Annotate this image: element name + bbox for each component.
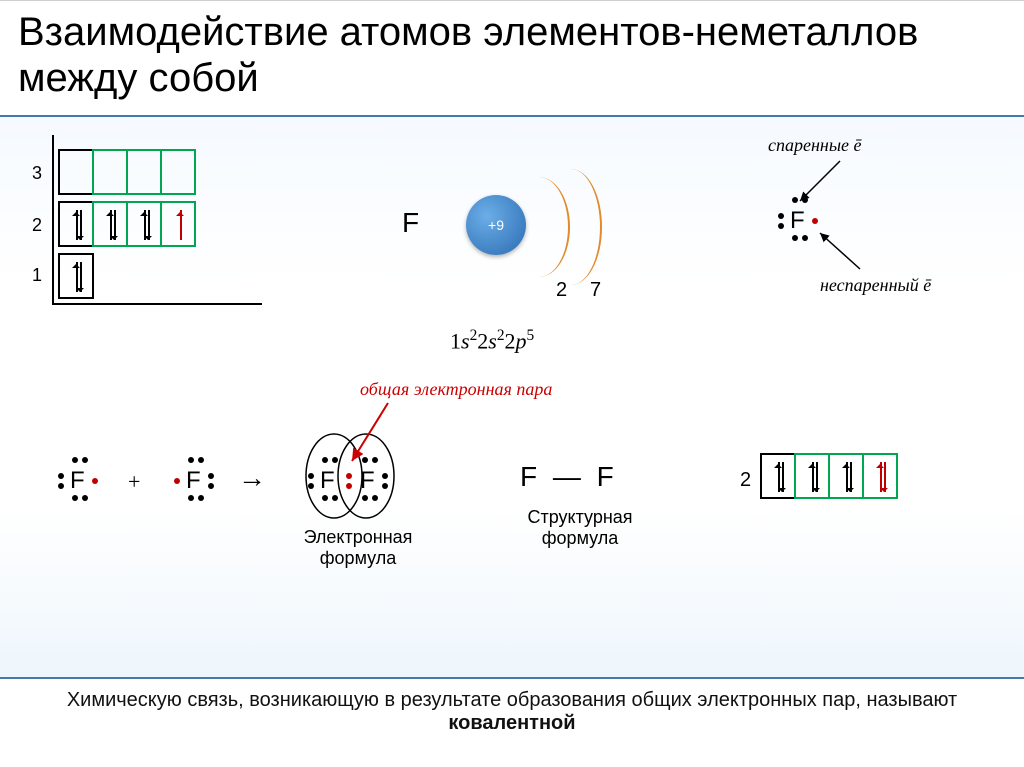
lewis-right: F <box>790 207 805 235</box>
orbital-level-3 <box>58 149 194 195</box>
shell-count-2: 7 <box>590 279 601 302</box>
axis-y <box>52 135 54 305</box>
unpaired-arrow-icon <box>810 227 870 277</box>
unpaired-label: неспаренный ē <box>820 275 931 296</box>
reaction-arrow: → <box>238 463 266 495</box>
shared-pair-label: общая электронная пара <box>360 379 552 400</box>
plus-sign: + <box>128 469 140 495</box>
electron-config: 1s22s22p5 <box>450 327 534 354</box>
row2-label: 2 <box>740 469 751 492</box>
orbital-row-bottom <box>760 453 896 499</box>
y-label-1: 1 <box>32 265 42 286</box>
y-label-3: 3 <box>32 163 42 184</box>
structural-formula: F — F <box>520 461 618 493</box>
paired-label: спаренные ē <box>768 135 862 156</box>
lewis-product-left: F <box>320 467 335 495</box>
element-symbol: F <box>402 207 419 239</box>
lewis-product-right: F <box>360 467 375 495</box>
structural-formula-caption: Структурная формула <box>510 507 650 549</box>
footer-text: Химическую связь, возникающую в результа… <box>0 679 1024 745</box>
electron-formula-caption: Электронная формула <box>288 527 428 569</box>
paired-arrow-icon <box>790 159 850 209</box>
slide-title: Взаимодействие атомов элементов-неметалл… <box>0 1 1024 115</box>
shared-pair-arrow-icon <box>340 399 400 469</box>
lewis-reagent-2: F <box>186 467 201 495</box>
shell-2 <box>540 169 602 285</box>
lewis-reagent-1: F <box>70 467 85 495</box>
content-area: 3 2 1 <box>0 115 1024 679</box>
axis-x <box>52 303 262 305</box>
y-label-2: 2 <box>32 215 42 236</box>
orbital-level-1 <box>58 253 92 299</box>
orbital-level-2 <box>58 201 194 247</box>
shell-count-1: 2 <box>556 279 567 302</box>
